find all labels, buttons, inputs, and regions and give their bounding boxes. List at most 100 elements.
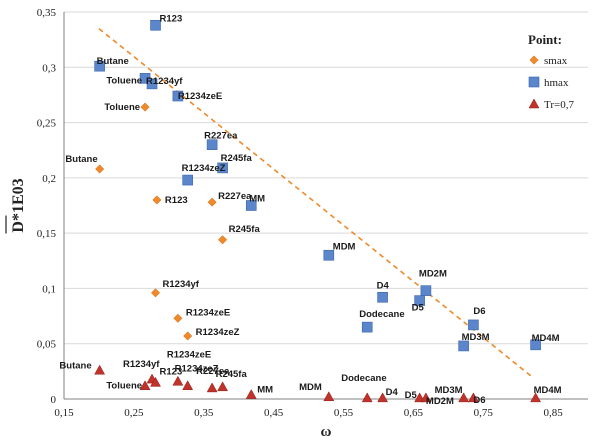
point-label: Toluene — [104, 102, 140, 113]
point-hmax — [139, 73, 151, 84]
point-label: MD3M — [462, 332, 490, 343]
point-tr — [245, 389, 257, 399]
point-tr — [172, 375, 184, 386]
point-hmax — [245, 200, 257, 211]
point-tr — [530, 392, 542, 403]
point-label: D4 — [377, 280, 390, 291]
point-hmax — [414, 295, 425, 306]
point-tr — [323, 391, 335, 402]
point-label: MDM — [299, 382, 322, 393]
y-tick-label: 0,2 — [42, 173, 56, 185]
point-label: D6 — [473, 395, 485, 406]
y-tick-label: 0,3 — [42, 62, 56, 74]
point-tr — [467, 392, 479, 403]
point-tr — [458, 392, 470, 403]
point-tr — [182, 380, 194, 390]
y-tick-label: 0,25 — [37, 118, 57, 130]
y-tick-label: 0,05 — [37, 339, 57, 351]
x-tick-label: 0,75 — [474, 407, 494, 419]
point-label: Toluene — [106, 381, 142, 392]
point-hmax — [377, 291, 388, 303]
legend-label: hmax — [544, 77, 569, 89]
point-smax — [207, 197, 217, 207]
point-tr — [217, 381, 229, 392]
point-label: Dodecane — [341, 373, 386, 384]
x-tick-label: 0,25 — [124, 407, 144, 419]
point-smax — [140, 102, 150, 112]
point-label: MD4M — [532, 333, 560, 344]
point-label: R123 — [160, 13, 183, 24]
x-tick-label: 0,55 — [334, 407, 354, 419]
x-axis-title: ω — [321, 424, 332, 440]
point-label: R123 — [165, 195, 188, 206]
point-label: MM — [257, 385, 273, 396]
point-hmax — [323, 249, 335, 261]
point-label: R1234zeE — [167, 349, 211, 360]
x-tick-label: 0,15 — [54, 407, 74, 419]
point-tr — [206, 382, 218, 393]
point-label: MD4M — [534, 385, 562, 396]
point-label: Butane — [65, 154, 97, 165]
point-label: MD2M — [419, 269, 447, 280]
legend: Point: smax hmax Tr=0,7 — [528, 32, 574, 111]
point-label: R1234yf — [146, 76, 183, 87]
legend-label: Tr=0,7 — [544, 99, 574, 111]
point-label: R1234yf — [123, 359, 160, 370]
point-label: R1234zeZ — [196, 327, 240, 338]
point-hmax — [94, 60, 105, 72]
point-smax — [218, 235, 228, 245]
x-tick-label: 0,45 — [264, 407, 284, 419]
label-layer: ButaneTolueneR123R1234yfR1234zeER1234zeZ… — [59, 13, 561, 407]
legend-title: Point: — [528, 32, 562, 47]
legend-label: smax — [544, 55, 568, 67]
point-hmax — [361, 321, 373, 333]
point-label: Butane — [97, 56, 129, 67]
y-axis-title-group: D*1E03 — [5, 178, 27, 234]
point-tr — [94, 364, 106, 375]
legend-entry-triangle: Tr=0,7 — [528, 98, 574, 111]
point-tr — [420, 392, 432, 403]
point-label: Toluene — [106, 75, 142, 86]
legend-entry-diamond: smax — [529, 55, 568, 67]
trend-layer — [98, 27, 533, 378]
point-label: R227ea — [218, 191, 252, 202]
y-tick-label: 0,1 — [42, 283, 56, 295]
legend-entry-square: hmax — [528, 76, 569, 89]
x-tick-label: 0,35 — [194, 407, 214, 419]
point-label: R245fa — [216, 369, 248, 380]
point-label: D4 — [386, 387, 399, 398]
marks-layer — [94, 19, 542, 403]
point-smax — [183, 331, 193, 341]
point-tr — [377, 392, 389, 403]
point-label: R123 — [160, 366, 183, 377]
point-label: D5 — [405, 390, 418, 401]
point-hmax — [146, 78, 158, 90]
point-label: R1234zeE — [186, 307, 230, 318]
point-hmax — [150, 19, 161, 31]
y-tick-label: 0 — [51, 394, 57, 406]
point-smax — [152, 195, 162, 205]
point-tr — [528, 98, 540, 109]
point-hmax — [206, 139, 218, 150]
point-tr — [150, 376, 161, 387]
point-label: R245fa — [221, 153, 253, 164]
point-hmax — [172, 90, 184, 102]
grid-layer — [64, 11, 588, 345]
point-smax — [173, 313, 183, 323]
x-tick-label: 0,65 — [404, 407, 424, 419]
point-label: R1234zeE — [178, 91, 222, 102]
point-label: R1234yf — [163, 279, 200, 290]
point-label: R1234zeZ — [175, 364, 219, 375]
point-hmax — [528, 76, 540, 88]
point-hmax — [530, 339, 541, 351]
point-smax — [529, 55, 539, 65]
point-smax — [95, 164, 105, 174]
point-label: MD3M — [435, 385, 463, 396]
axis-layer: 0 0,05 0,1 0,15 0,2 0,25 0,3 0,35 0,15 0,25 0,35 0,… — [37, 7, 588, 419]
y-tick-label: 0,15 — [37, 228, 57, 240]
point-tr — [361, 392, 373, 403]
trend-line — [98, 27, 533, 378]
point-label: R227ea — [204, 131, 238, 142]
